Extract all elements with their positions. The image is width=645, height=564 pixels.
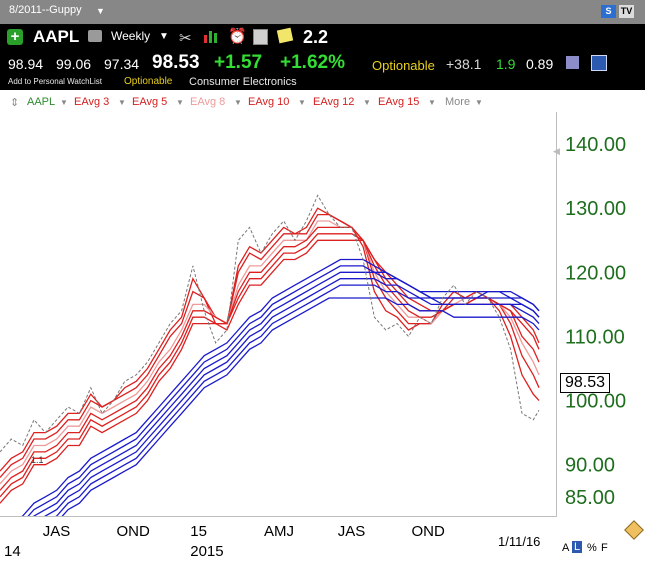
bar-chart-icon[interactable] [203,28,219,44]
ma-line-eavg50 [55,284,540,516]
x-tick-label: OND [411,523,445,540]
indicator-item-aapl[interactable]: AAPL [27,96,56,108]
low-value: 97.34 [104,56,140,72]
optionable-badge: Optionable [124,76,173,87]
tools-icon[interactable]: ✂ [179,30,192,47]
indicator-item-eavg15[interactable]: EAvg 15 [378,96,420,108]
ma-line-eavg3 [0,207,540,472]
y-tick-label: 130.00 [565,198,626,220]
price-change: +1.57 [214,52,263,73]
chevron-down-icon[interactable]: ▼ [475,98,483,107]
chevron-down-icon[interactable]: ▼ [428,98,436,107]
alarm-clock-icon[interactable]: ⏰ [228,28,247,45]
chevron-down-icon[interactable]: ▼ [176,98,184,107]
quote-toolbar: + AAPL Weekly ▼ ✂ ⏰ 2.2 98.94 99.06 97.3… [0,24,645,90]
x-tick-label: OND [116,523,150,540]
note-icon[interactable] [276,27,294,44]
add-watchlist-link[interactable]: Add to Personal WatchList [8,77,102,86]
open-value: 98.94 [8,56,44,72]
indicator-value: 2.2 [303,27,329,47]
ma-line-eavg15 [0,239,540,504]
indicator-item-eavg3[interactable]: EAvg 3 [74,96,110,108]
add-icon[interactable]: + [7,29,23,45]
ma-line-eavg40 [33,271,540,516]
indicator-legend: ⇕ AAPL ▼ EAvg 3 ▼ EAvg 5 ▼ EAvg 8 ▼ EAvg… [0,90,556,112]
price-axis: 85.00 90.00 100.00 110.00 120.00 130.00 140.00 [565,134,626,509]
indicator-item-eavg12[interactable]: EAvg 12 [313,96,355,108]
year-label: 14 [4,543,21,560]
indicator-item-eavg8[interactable]: EAvg 8 [190,96,226,108]
mode-l-button[interactable]: L [572,541,583,553]
value-three: 0.89 [526,56,554,72]
year-label: 2015 [190,543,224,560]
price-change-pct: +1.62% [280,52,345,73]
guppy-chart[interactable] [0,112,557,517]
y-tick-label: 140.00 [565,134,626,156]
mode-f-button[interactable]: F [601,542,608,554]
optionable-label: Optionable [372,58,435,73]
x-tick-label: 15 [190,523,207,540]
chevron-down-icon[interactable]: ▼ [234,98,242,107]
y-tick-label: 90.00 [565,455,615,477]
tv-badge-icon[interactable]: TV [619,5,634,18]
symbol-label[interactable]: AAPL [33,27,80,46]
y-tick-label: 110.00 [565,326,625,348]
books-icon[interactable] [566,56,579,69]
title-dropdown-icon[interactable]: ▼ [96,6,105,16]
price-line [0,194,540,453]
window-titlebar: 8/2011--Guppy ▼ S TV [0,0,645,24]
ma-line-eavg5 [0,213,540,478]
x-tick-label: JAS [337,523,366,540]
y-tick-label: 100.00 [565,391,626,413]
y-tick-label: 120.00 [565,262,626,284]
chevron-down-icon[interactable]: ▼ [60,98,68,107]
last-price-box: 98.53 [560,373,611,393]
sector-label: Consumer Electronics [189,76,297,88]
calculator-icon[interactable] [253,29,268,45]
value-two: 1.9 [496,56,516,72]
chevron-down-icon[interactable]: ▼ [118,98,126,107]
y-tick-label: 85.00 [565,487,615,509]
chevron-down-icon[interactable]: ▼ [363,98,371,107]
ma-line-eavg60 [61,297,540,516]
moving-average-lines [0,207,540,516]
print-icon[interactable] [88,30,102,42]
period-select[interactable]: Weekly [111,29,151,43]
chevron-down-icon[interactable]: ▼ [298,98,306,107]
s-badge-icon[interactable]: S [601,5,616,18]
indicator-item-eavg5[interactable]: EAvg 5 [132,96,168,108]
save-icon[interactable] [591,55,607,71]
ma-line-eavg12 [0,233,540,498]
window-title: 8/2011--Guppy [9,4,82,16]
mode-a-button[interactable]: A [562,542,570,554]
x-tick-label: AMJ [264,523,294,540]
indicator-item-eavg10[interactable]: EAvg 10 [248,96,290,108]
indicator-handle-icon[interactable]: ⇕ [10,97,20,109]
x-tick-label: JAS [42,523,71,540]
period-dropdown-icon[interactable]: ▼ [159,31,169,42]
ma-line-eavg10 [0,226,540,491]
high-value: 99.06 [56,56,92,72]
ma-line-eavg30 [21,258,540,516]
last-price: 98.53 [152,52,200,73]
mode-percent-button[interactable]: % [587,542,597,554]
ma-line-eavg8 [0,220,540,485]
ma-line-eavg35 [27,265,540,516]
indicator-item-more[interactable]: More [445,96,471,108]
chart-annotation: 1.1 [31,455,44,465]
delta-value: +38.1 [446,56,482,72]
date-readout: 1/11/16 [498,534,541,549]
collapse-icon[interactable]: ◀ [553,146,560,156]
